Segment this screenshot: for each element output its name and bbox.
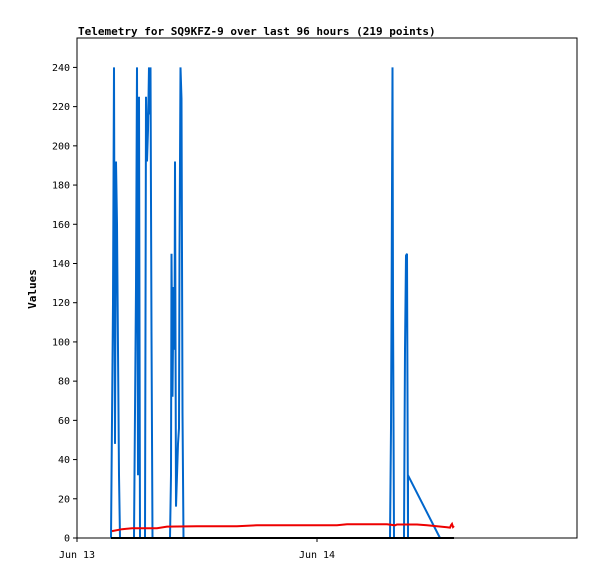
y-tick-label: 60 [58, 416, 70, 427]
x-axis: Jun 13 Jun 14 [59, 538, 335, 561]
chart-title: Telemetry for SQ9KFZ-9 over last 96 hour… [78, 25, 436, 38]
y-tick-label: 180 [52, 181, 70, 192]
series-line [111, 521, 455, 533]
y-tick-label: 160 [52, 220, 70, 231]
y-axis-label: Values [26, 269, 39, 309]
y-tick-label: 20 [58, 494, 70, 505]
y-tick-label: 240 [52, 63, 70, 74]
y-tick-label: 140 [52, 259, 70, 270]
plot-marks [110, 67, 455, 539]
series-line [110, 67, 441, 539]
y-axis: 0 20 40 60 80 100 120 140 160 180 200 220 240 [52, 63, 77, 545]
x-tick-label: Jun 13 [59, 550, 95, 561]
y-tick-label: 80 [58, 377, 70, 388]
x-tick-label: Jun 14 [299, 550, 335, 561]
y-tick-label: 40 [58, 455, 70, 466]
y-tick-label: 0 [64, 534, 70, 545]
y-tick-label: 100 [52, 337, 70, 348]
y-tick-label: 220 [52, 102, 70, 113]
y-tick-label: 120 [52, 298, 70, 309]
y-tick-label: 200 [52, 141, 70, 152]
